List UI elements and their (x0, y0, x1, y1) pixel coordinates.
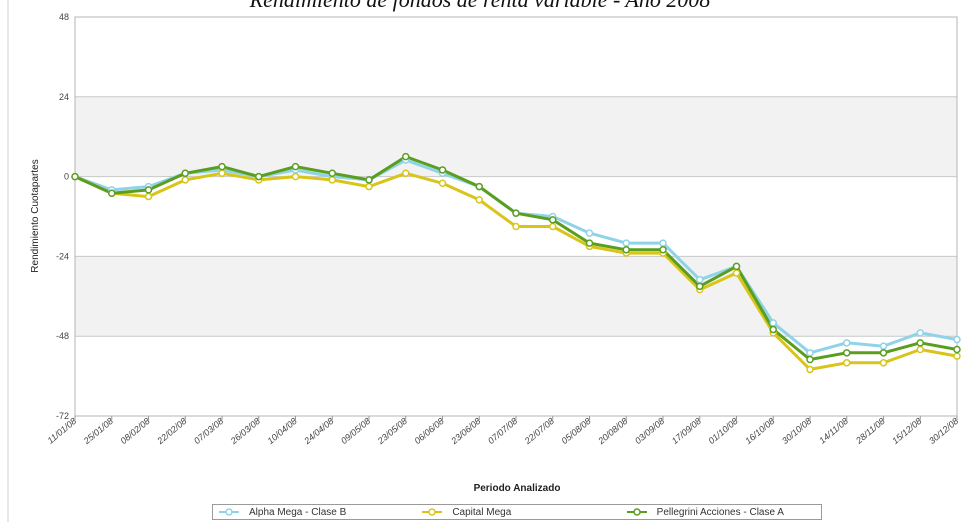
legend-line-marker-icon (219, 508, 239, 516)
data-point (291, 172, 300, 181)
y-tick-label: 24 (59, 92, 69, 102)
y-tick-label: -24 (56, 251, 69, 261)
data-point (549, 222, 557, 231)
y-tick-label: 0 (64, 172, 69, 182)
plot-band (75, 256, 957, 337)
y-tick-label: 48 (59, 12, 69, 22)
y-axis-label: Rendimiento Cuotapartes (30, 159, 41, 272)
x-tick-label: 23/06/08 (448, 416, 482, 447)
data-point (585, 239, 594, 247)
legend-label: Capital Mega (452, 506, 512, 518)
x-tick-label: 03/09/08 (633, 416, 666, 446)
x-tick-label: 30/10/08 (780, 416, 813, 446)
x-tick-label: 16/10/08 (743, 416, 776, 446)
legend-line-marker-icon (422, 508, 443, 516)
data-point (402, 169, 410, 178)
plot-band (75, 96, 957, 177)
y-tick-label: -72 (56, 411, 69, 421)
data-point (475, 196, 483, 204)
data-point (879, 342, 888, 350)
data-point (108, 189, 116, 197)
x-tick-label: 20/08/08 (595, 416, 629, 447)
data-point (696, 282, 704, 291)
x-tick-label: 14/11/08 (817, 416, 850, 446)
legend-label: Alpha Mega - Clase B (249, 506, 347, 518)
data-point (512, 209, 520, 217)
x-tick-label: 23/05/08 (375, 416, 409, 447)
data-point (732, 269, 741, 277)
x-tick-label: 06/06/08 (413, 416, 446, 446)
data-point (659, 246, 667, 254)
data-point (769, 319, 777, 327)
data-point (71, 172, 79, 181)
data-point (879, 349, 888, 357)
data-point (291, 162, 300, 171)
data-point (475, 182, 483, 191)
data-point (806, 349, 814, 357)
legend-item: Capital Mega (412, 505, 616, 519)
data-point (659, 239, 667, 247)
data-point (769, 325, 777, 334)
data-point (622, 239, 630, 247)
data-point (438, 166, 447, 174)
x-tick-label: 10/04/08 (266, 416, 299, 446)
y-tick-label: -48 (56, 331, 69, 341)
legend-label: Pellegrini Acciones - Clase A (656, 506, 784, 518)
x-axis-label: Periodo Analizado (474, 483, 561, 494)
data-point (144, 186, 153, 194)
data-point (181, 169, 189, 178)
x-tick-label: 07/03/08 (192, 416, 225, 446)
data-point (953, 345, 961, 354)
data-point (549, 216, 557, 224)
x-tick-label: 22/07/08 (522, 416, 556, 447)
legend-item: Pellegrini Acciones - Clase A (617, 505, 821, 519)
data-point (916, 345, 924, 354)
data-point (402, 152, 410, 161)
data-point (255, 172, 263, 181)
data-point (438, 179, 447, 187)
data-point (953, 335, 961, 344)
data-point (732, 262, 741, 271)
data-point (879, 359, 888, 367)
x-tick-label: 25/01/08 (81, 416, 115, 447)
data-point (696, 275, 704, 284)
legend-line-marker-icon (626, 508, 647, 516)
x-tick-label: 24/04/08 (301, 416, 335, 447)
chart-legend: Alpha Mega - Clase B Capital Mega Pellegri… (212, 504, 822, 520)
chart-title: Rendimiento de fondos de renta variable … (249, 0, 711, 12)
data-point (916, 329, 924, 337)
data-point (365, 176, 373, 184)
legend-item: Alpha Mega - Clase B (213, 505, 412, 519)
data-point (181, 176, 189, 184)
x-tick-label: 05/08/08 (560, 416, 593, 446)
x-tick-label: 30/12/08 (927, 416, 960, 446)
data-point (916, 339, 924, 347)
x-tick-label: 28/11/08 (853, 416, 887, 446)
data-point (843, 359, 851, 367)
data-point (365, 182, 373, 191)
data-point (218, 169, 226, 178)
data-point (585, 229, 594, 237)
data-point (843, 339, 851, 347)
x-tick-label: 07/07/08 (486, 416, 519, 446)
x-tick-label: 08/02/08 (119, 416, 152, 446)
data-point (622, 246, 630, 254)
x-tick-label: 17/09/08 (670, 416, 703, 446)
data-point (512, 222, 520, 231)
plot-band (75, 17, 957, 97)
data-point (218, 162, 226, 171)
x-tick-label: 15/12/08 (890, 416, 923, 446)
data-point (806, 365, 814, 374)
data-point (328, 176, 336, 184)
data-point (328, 169, 336, 178)
data-point (953, 352, 961, 360)
x-tick-label: 22/02/08 (154, 416, 188, 447)
data-point (806, 355, 814, 364)
x-tick-label: 01/10/08 (707, 416, 740, 446)
data-point (843, 349, 851, 357)
x-tick-label: 09/05/08 (339, 416, 372, 446)
x-tick-label: 26/03/08 (228, 416, 262, 447)
data-point (144, 192, 153, 201)
